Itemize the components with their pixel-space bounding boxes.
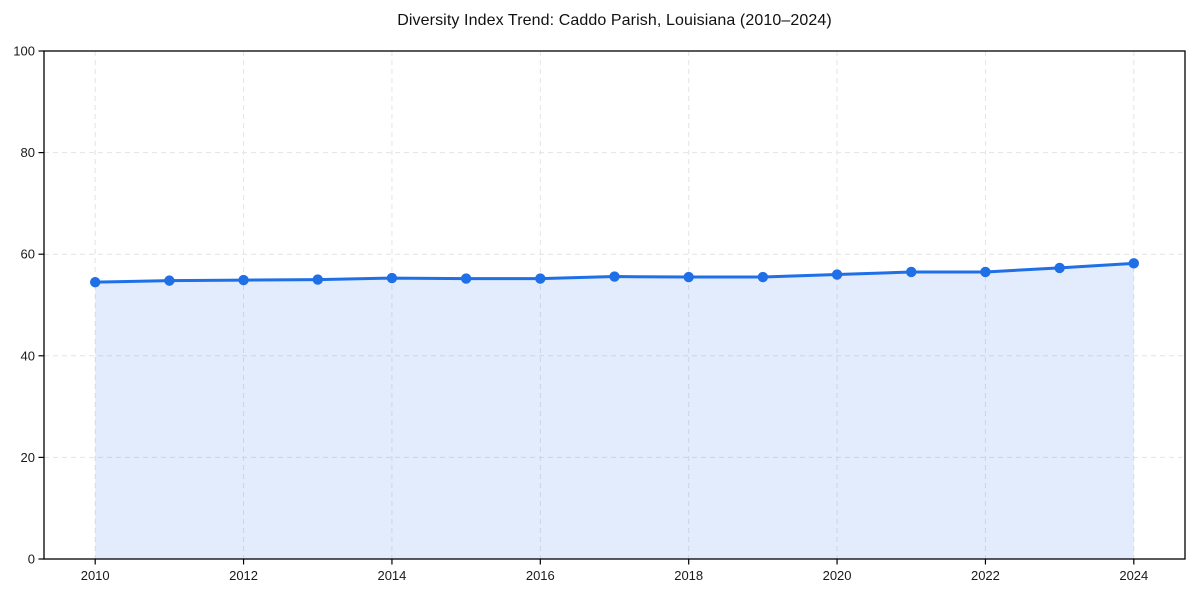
x-tick-label: 2012 — [229, 568, 258, 583]
x-tick-label: 2016 — [526, 568, 555, 583]
data-point — [386, 272, 398, 284]
data-point — [460, 273, 472, 284]
data-point — [238, 274, 249, 286]
data-point — [831, 269, 843, 280]
data-point — [1128, 258, 1140, 269]
data-point — [312, 274, 323, 285]
x-tick-label: 2018 — [674, 568, 703, 583]
plot-border — [43, 50, 1186, 560]
y-tick-label: 60 — [21, 247, 35, 262]
data-point — [980, 266, 991, 278]
data-point — [89, 276, 101, 288]
data-point — [609, 271, 620, 282]
data-point — [906, 266, 917, 278]
data-point — [683, 271, 694, 283]
x-tick-label: 2010 — [81, 568, 110, 583]
x-tick-label: 2022 — [971, 568, 1000, 583]
chart-title: Diversity Index Trend: Caddo Parish, Lou… — [397, 12, 832, 29]
y-tick-label: 100 — [13, 44, 35, 59]
y-tick-label: 40 — [21, 348, 35, 363]
y-tick-label: 80 — [21, 145, 35, 160]
data-point — [1054, 262, 1065, 274]
data-point — [535, 273, 546, 284]
y-tick-label: 20 — [21, 450, 35, 465]
data-point — [757, 271, 769, 283]
x-tick-label: 2020 — [823, 568, 852, 583]
data-point — [164, 275, 175, 286]
x-tick-label: 2014 — [377, 568, 406, 583]
area-fill — [95, 263, 1134, 559]
y-tick-label: 0 — [28, 552, 35, 567]
x-tick-label: 2024 — [1119, 568, 1148, 583]
